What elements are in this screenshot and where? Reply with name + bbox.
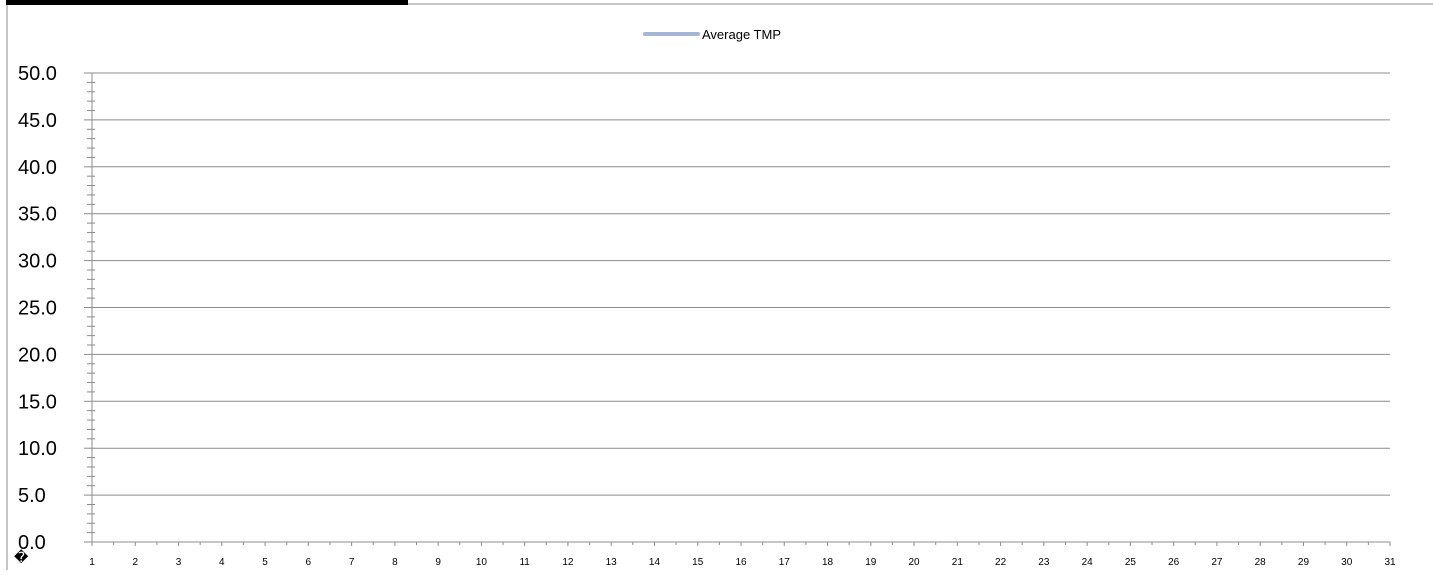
- x-tick-label: 23: [1038, 557, 1050, 568]
- x-tick-label: 15: [692, 557, 704, 568]
- x-tick-label: 26: [1168, 557, 1180, 568]
- x-tick-label: 5: [262, 557, 268, 568]
- y-tick-label: 25.0: [18, 298, 57, 320]
- x-tick-label: 9: [435, 557, 441, 568]
- y-tick-label: 0.0: [18, 532, 46, 554]
- x-tick-label: 24: [1082, 557, 1094, 568]
- x-tick-label: 19: [865, 557, 877, 568]
- y-tick-label: 5.0: [18, 485, 46, 507]
- x-tick-label: 2: [132, 557, 138, 568]
- y-tick-label: 35.0: [18, 204, 57, 226]
- x-tick-label: 13: [606, 557, 618, 568]
- x-tick-label: 29: [1298, 557, 1310, 568]
- y-tick-label: 40.0: [18, 157, 57, 179]
- x-tick-label: 11: [519, 557, 530, 568]
- gridlines: [92, 72, 1390, 496]
- stray-glyph: �: [14, 549, 29, 565]
- y-tick-label: 10.0: [18, 438, 57, 460]
- x-tick-label: 10: [476, 557, 488, 568]
- x-tick-label: 20: [909, 557, 921, 568]
- y-tick-label: 20.0: [18, 344, 57, 366]
- x-tick-label: 31: [1384, 557, 1396, 568]
- x-tick-label: 3: [176, 557, 182, 568]
- x-tick-label: 17: [779, 557, 791, 568]
- x-tick-label: 16: [735, 557, 747, 568]
- x-tick-label: 6: [306, 557, 312, 568]
- header-black-bar: [6, 0, 408, 5]
- x-tick-label: 7: [349, 557, 355, 568]
- chart-frame-lines: [6, 3, 1433, 570]
- y-axis: 0.0 5.0 10.0 15.0 20.0 25.0 30.0 35.0 40.0 45.0 50…: [18, 63, 95, 554]
- x-tick-label: 25: [1125, 557, 1137, 568]
- x-tick-label: 4: [219, 557, 225, 568]
- y-tick-label: 15.0: [18, 391, 57, 413]
- x-tick-label: 8: [392, 557, 398, 568]
- x-tick-label: 28: [1255, 557, 1267, 568]
- x-tick-label: 1: [89, 557, 95, 568]
- x-tick-label: 22: [995, 557, 1007, 568]
- x-axis: 1 2 3 4 5 6 7 8 9 10 11 12 13 14 15 16 17 18 19 20 21 22 23 24 2…: [89, 541, 1396, 568]
- x-tick-label: 12: [562, 557, 574, 568]
- y-tick-label: 30.0: [18, 251, 57, 273]
- x-tick-label: 30: [1341, 557, 1353, 568]
- y-tick-label: 45.0: [18, 110, 57, 132]
- y-tick-label: 50.0: [18, 63, 57, 85]
- legend: Average TMP: [643, 27, 781, 42]
- x-tick-label: 21: [952, 557, 964, 568]
- legend-label-average-tmp: Average TMP: [702, 27, 781, 42]
- x-tick-label: 14: [649, 557, 661, 568]
- x-tick-label: 18: [822, 557, 834, 568]
- x-tick-label: 27: [1211, 557, 1223, 568]
